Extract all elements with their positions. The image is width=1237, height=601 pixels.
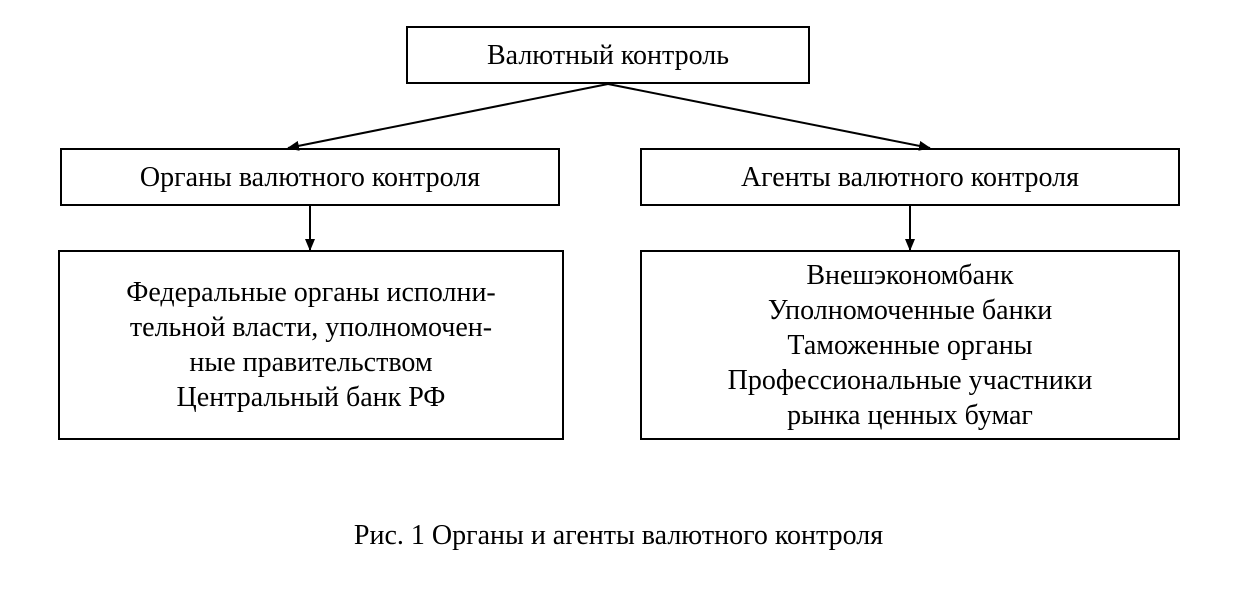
edge-root-left <box>288 84 608 148</box>
right-leaf-line: Внешэкономбанк <box>806 258 1013 293</box>
right-leaf-line: Таможенные органы <box>787 328 1032 363</box>
node-root: Валютный контроль <box>406 26 810 84</box>
right-leaf-line: Профессиональные участники <box>728 363 1093 398</box>
node-left-mid-label: Органы валютного контроля <box>140 160 480 195</box>
left-leaf-line: ные правительством <box>189 345 432 380</box>
node-right-leaf: Внешэкономбанк Уполномоченные банки Тамо… <box>640 250 1180 440</box>
left-leaf-line: Федеральные органы исполни- <box>126 275 496 310</box>
left-leaf-line: Центральный банк РФ <box>177 380 446 415</box>
node-left-leaf: Федеральные органы исполни- тельной влас… <box>58 250 564 440</box>
node-root-label: Валютный контроль <box>487 38 729 73</box>
node-right-mid: Агенты валютного контроля <box>640 148 1180 206</box>
figure-caption: Рис. 1 Органы и агенты валютного контрол… <box>0 520 1237 552</box>
left-leaf-line: тельной власти, уполномочен- <box>130 310 492 345</box>
node-right-mid-label: Агенты валютного контроля <box>741 160 1079 195</box>
node-left-mid: Органы валютного контроля <box>60 148 560 206</box>
edge-root-right <box>608 84 930 148</box>
right-leaf-line: рынка ценных бумаг <box>787 398 1033 433</box>
figure-caption-text: Рис. 1 Органы и агенты валютного контрол… <box>354 520 883 551</box>
right-leaf-line: Уполномоченные банки <box>768 293 1052 328</box>
